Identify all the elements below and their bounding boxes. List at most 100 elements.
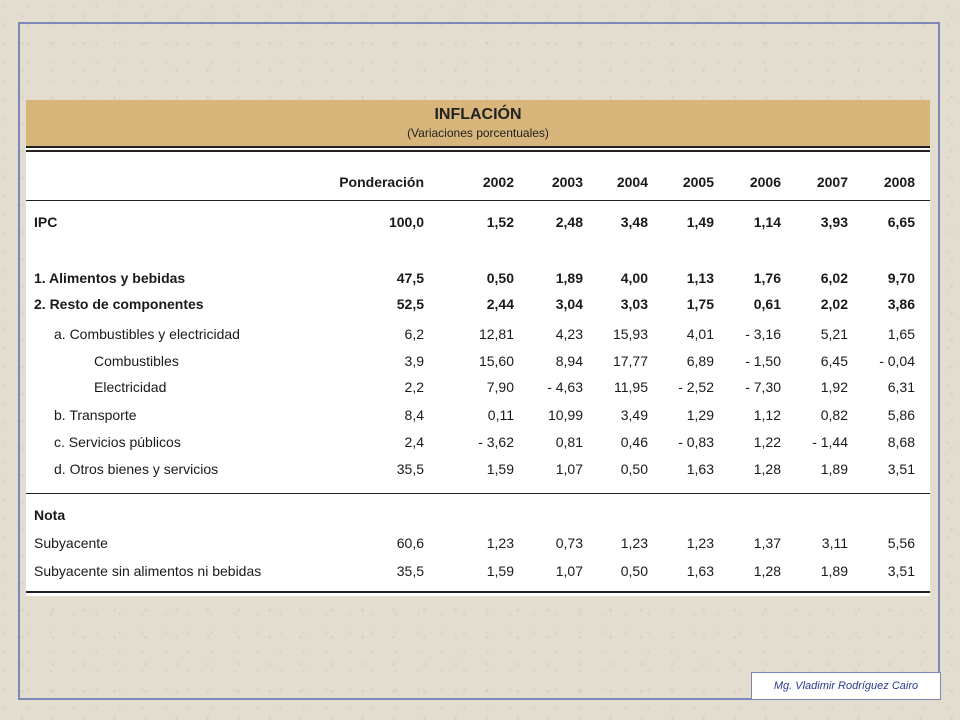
row-label: d. Otros bienes y servicios (54, 461, 219, 477)
table-cell: 5,21 (820, 326, 848, 342)
table-cell: 6,2 (404, 326, 424, 342)
title-band: INFLACIÓN (Variaciones porcentuales) (26, 100, 930, 148)
column-header: 2008 (883, 174, 915, 190)
table-cell: 1,63 (686, 563, 714, 579)
table-cell: 3,03 (620, 296, 648, 312)
table-cell: 1,89 (820, 563, 848, 579)
column-header: Ponderación (339, 174, 424, 190)
rule-note (26, 493, 930, 494)
table-cell: 52,5 (396, 296, 424, 312)
table-cell: 1,12 (753, 407, 781, 423)
table-cell: 100,0 (388, 214, 424, 230)
table-cell: 1,23 (486, 535, 514, 551)
table-cell: 1,59 (486, 461, 514, 477)
table-cell: 0,81 (555, 434, 583, 450)
table-cell: 1,52 (486, 214, 514, 230)
table-cell: 1,07 (555, 461, 583, 477)
table-cell: 1,63 (686, 461, 714, 477)
table-cell: 3,49 (620, 407, 648, 423)
table-cell: 6,02 (820, 270, 848, 286)
table-cell: 0,50 (486, 270, 514, 286)
table-cell: 1,14 (753, 214, 781, 230)
table-cell: 1,07 (555, 563, 583, 579)
table-cell: 7,90 (486, 379, 514, 395)
column-header: 2002 (482, 174, 514, 190)
row-label: Subyacente sin alimentos ni bebidas (34, 563, 262, 579)
table-cell: 1,65 (887, 326, 915, 342)
table-cell: - 3,62 (478, 434, 514, 450)
table-cell: 6,45 (820, 353, 848, 369)
row-label: 2. Resto de componentes (34, 296, 204, 312)
table-subtitle: (Variaciones porcentuales) (407, 126, 549, 140)
table-cell: 2,44 (486, 296, 514, 312)
table-cell: 35,5 (396, 461, 424, 477)
table-cell: 17,77 (612, 353, 648, 369)
table-cell: - 1,44 (812, 434, 848, 450)
table-cell: 6,31 (887, 379, 915, 395)
table-cell: 6,65 (887, 214, 915, 230)
rule-bottom (26, 591, 930, 593)
table-cell: 0,61 (753, 296, 781, 312)
rule-top (26, 150, 930, 152)
table-cell: 5,86 (887, 407, 915, 423)
table-cell: 2,02 (820, 296, 848, 312)
table-cell: - 0,04 (879, 353, 915, 369)
table-cell: - 0,83 (678, 434, 714, 450)
row-label: Combustibles (94, 353, 179, 369)
table-cell: - 4,63 (547, 379, 583, 395)
row-label: IPC (34, 214, 58, 230)
column-header: 2006 (749, 174, 781, 190)
row-label: c. Servicios públicos (54, 434, 181, 450)
table-cell: 1,29 (686, 407, 714, 423)
table-cell: 35,5 (396, 563, 424, 579)
table-cell: 12,81 (478, 326, 514, 342)
row-label: Electricidad (94, 379, 167, 395)
table-cell: 0,50 (620, 563, 648, 579)
table-cell: 15,60 (478, 353, 514, 369)
table-cell: 11,95 (614, 379, 648, 395)
table-cell: 3,48 (620, 214, 648, 230)
column-header: 2007 (816, 174, 848, 190)
table-cell: 3,04 (555, 296, 583, 312)
table-cell: 60,6 (396, 535, 424, 551)
table-cell: 3,86 (887, 296, 915, 312)
table-cell: 0,46 (620, 434, 648, 450)
table-cell: 1,23 (620, 535, 648, 551)
table-cell: 1,37 (753, 535, 781, 551)
row-label: Nota (34, 507, 66, 523)
table-cell: 4,00 (620, 270, 648, 286)
table-cell: 3,51 (887, 461, 915, 477)
table-cell: 1,49 (686, 214, 714, 230)
table-cell: 1,75 (686, 296, 714, 312)
table-cell: 10,99 (547, 407, 583, 423)
table-cell: 2,48 (555, 214, 583, 230)
table-cell: 1,28 (753, 563, 781, 579)
table-cell: 8,68 (887, 434, 915, 450)
table-cell: - 7,30 (745, 379, 781, 395)
table-cell: 0,73 (555, 535, 583, 551)
column-header: 2005 (682, 174, 714, 190)
table-cell: 0,50 (620, 461, 648, 477)
table-cell: 1,13 (686, 270, 714, 286)
table-cell: - 1,50 (745, 353, 781, 369)
table-cell: 15,93 (612, 326, 648, 342)
row-label: b. Transporte (54, 407, 137, 423)
table-cell: 3,93 (820, 214, 848, 230)
inflation-table: INFLACIÓN (Variaciones porcentuales) Pon… (26, 100, 930, 596)
table-cell: 2,2 (404, 379, 424, 395)
row-label: a. Combustibles y electricidad (54, 326, 240, 342)
table-cell: - 2,52 (678, 379, 714, 395)
table-cell: 8,4 (404, 407, 424, 423)
table-cell: 1,89 (555, 270, 583, 286)
slide-frame (18, 22, 940, 700)
table-cell: 4,01 (686, 326, 714, 342)
table-title: INFLACIÓN (434, 106, 522, 123)
rule-header (26, 200, 930, 201)
author-credit: Mg. Vladimir Rodríguez Cairo (751, 672, 941, 700)
table-cell: 1,59 (486, 563, 514, 579)
table-cell: 2,4 (404, 434, 424, 450)
table-cell: 1,92 (820, 379, 848, 395)
table-cell: 1,23 (686, 535, 714, 551)
table-cell: 5,56 (887, 535, 915, 551)
column-header: 2003 (551, 174, 583, 190)
